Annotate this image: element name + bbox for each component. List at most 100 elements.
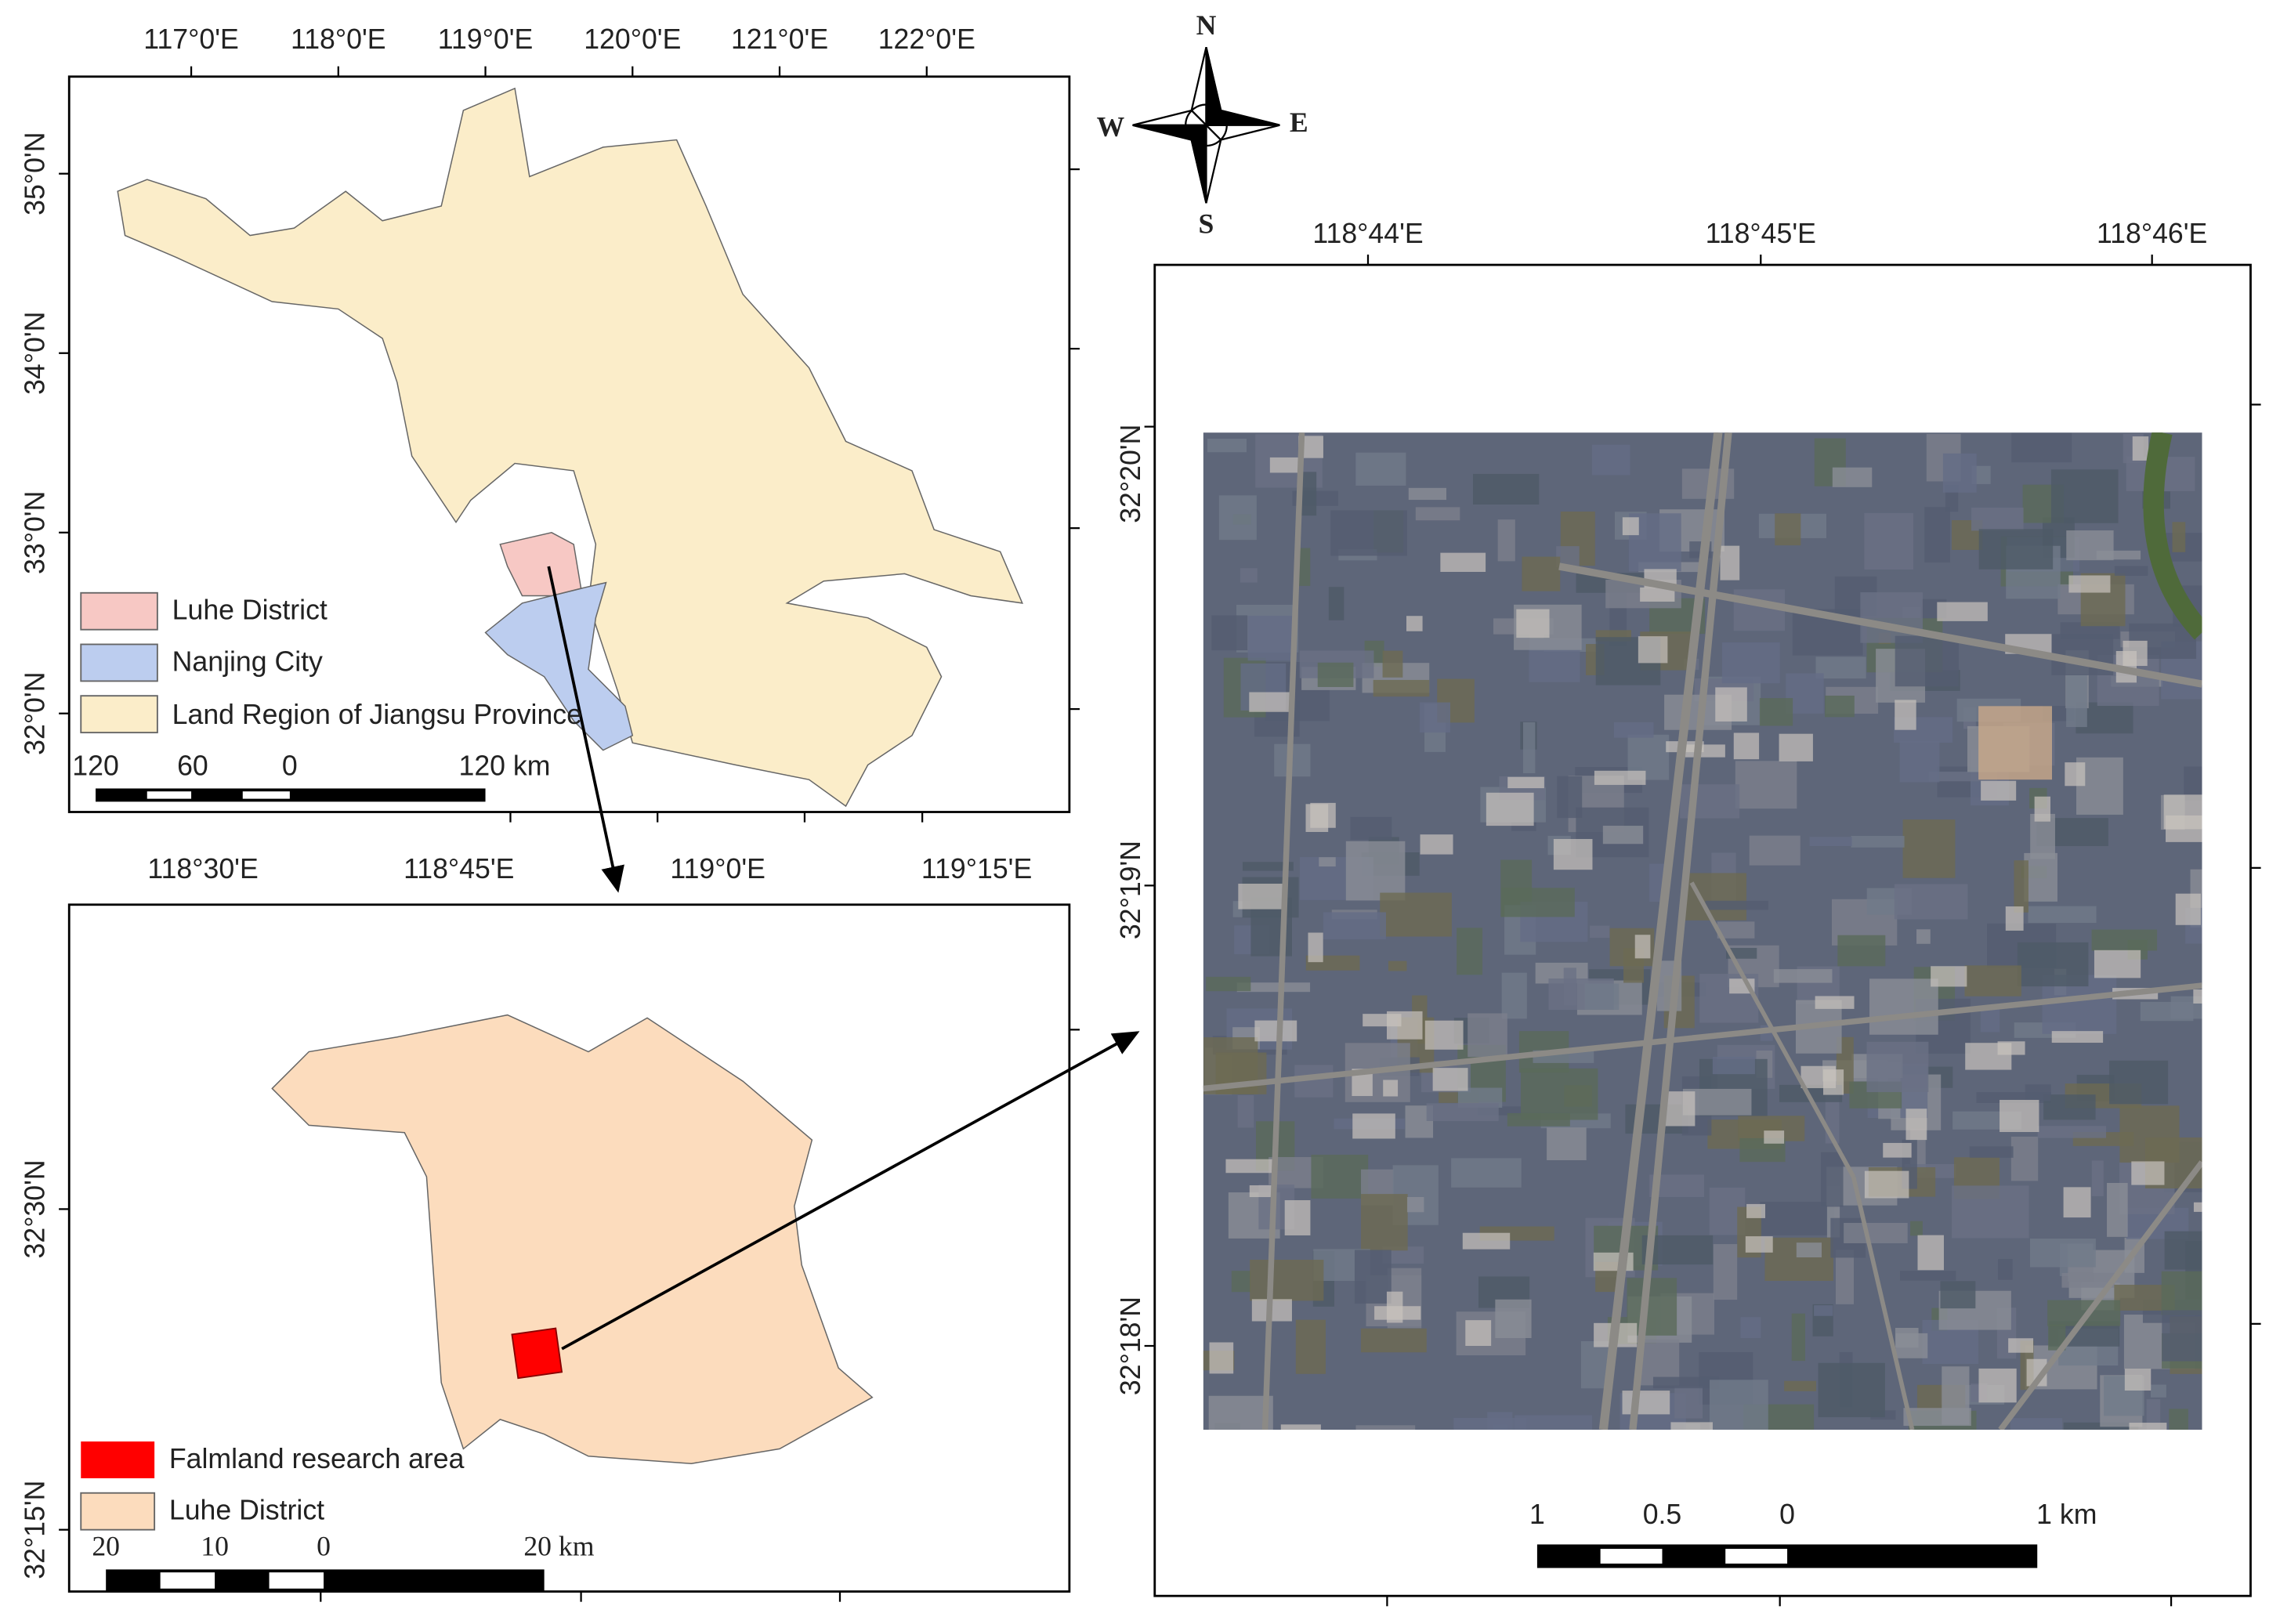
field (1453, 1417, 1527, 1430)
field (1330, 510, 1407, 556)
scale-bar (96, 788, 486, 802)
field (2091, 1160, 2104, 1196)
road (1558, 562, 2202, 688)
legend-swatch (80, 695, 158, 734)
village (1386, 1291, 1403, 1323)
scale-label: 0 (1779, 1499, 1795, 1530)
village (2094, 949, 2141, 978)
field (1317, 662, 1354, 687)
field (1710, 1380, 1768, 1430)
field (2011, 432, 2072, 463)
river (2143, 432, 2202, 640)
field (1733, 589, 1785, 631)
village (1622, 1391, 1670, 1415)
field (1740, 1317, 1761, 1339)
field (1969, 1146, 2014, 1158)
lat-label: 32°15'N (19, 1481, 50, 1579)
field (1924, 507, 1950, 563)
field (1295, 1319, 1326, 1374)
field (1237, 1095, 1254, 1128)
scale-label: 0.5 (1643, 1499, 1682, 1530)
village (1883, 1142, 1912, 1158)
field (1590, 925, 1610, 939)
village (2051, 1031, 2104, 1043)
lon-label: 118°45'E (1706, 218, 1816, 249)
field (1457, 928, 1483, 975)
village (1308, 932, 1323, 963)
village (1440, 552, 1486, 572)
field (2202, 1423, 2226, 1456)
legend-swatch (80, 591, 158, 631)
field (1240, 568, 1258, 583)
village (1764, 1130, 1785, 1144)
field (1242, 862, 1294, 871)
lon-label: 118°46'E (2097, 218, 2207, 249)
lon-label: 120°0'E (584, 24, 681, 55)
field (1814, 1305, 1833, 1316)
field (1998, 1259, 2013, 1280)
village (1800, 1065, 1837, 1088)
village (2068, 575, 2111, 593)
village (1634, 935, 1651, 959)
road (1598, 432, 1723, 1430)
field (1350, 816, 1392, 841)
lon-label: 119°15'E (921, 853, 1032, 884)
field (1501, 972, 1527, 1019)
field (1426, 1103, 1499, 1121)
field (1602, 826, 1644, 845)
village (1269, 457, 1301, 473)
lon-label: 119°0'E (438, 24, 534, 55)
satellite-image (1203, 432, 2226, 1456)
compass-letter: N (1196, 9, 1217, 41)
field (1211, 615, 1248, 651)
village (2008, 1338, 2034, 1353)
field (1373, 679, 1430, 697)
field (2061, 1272, 2115, 1288)
village (1249, 692, 1290, 712)
village (2034, 796, 2050, 822)
arrow (547, 566, 624, 893)
village (1864, 1170, 1909, 1199)
road (1851, 1176, 1915, 1430)
field (1501, 888, 1575, 917)
field (1749, 835, 1800, 866)
village (1638, 636, 1668, 664)
village (1663, 1091, 1696, 1127)
field (1495, 1299, 1532, 1339)
field (1820, 1152, 1844, 1207)
legend-label: Falmland research area (169, 1443, 465, 1474)
field (1355, 452, 1406, 486)
field (1584, 983, 1620, 1010)
field (1717, 921, 1755, 939)
village (1978, 1368, 2017, 1403)
lat-label: 32°0'N (19, 672, 50, 755)
field (1311, 1154, 1369, 1199)
road (1203, 982, 2202, 1092)
lat-label: 33°0'N (19, 491, 50, 574)
field (1835, 1250, 1855, 1304)
field (1809, 837, 1852, 847)
village (2129, 1423, 2167, 1430)
scale-label: 1 (1529, 1499, 1545, 1530)
village (1507, 776, 1544, 789)
field (1613, 722, 1654, 738)
field (1825, 695, 1855, 718)
field (1547, 1127, 1587, 1161)
road (1689, 881, 1856, 1178)
legend-label: Land Region of Jiangsu Province (172, 699, 582, 730)
village (2123, 640, 2148, 667)
field (1952, 1185, 2029, 1239)
village (1383, 1080, 1399, 1097)
field (1895, 1333, 1928, 1358)
village (1254, 1020, 1297, 1042)
lat-label: 32°19'N (1115, 841, 1146, 939)
village (1284, 1200, 1311, 1235)
field (1382, 1246, 1424, 1264)
scale-label: 20 km (523, 1530, 594, 1561)
village (1420, 834, 1453, 855)
legend-label: Luhe District (169, 1495, 324, 1526)
village (1895, 700, 1916, 730)
field (1522, 722, 1536, 773)
field (2096, 550, 2141, 560)
field (1218, 495, 1257, 541)
